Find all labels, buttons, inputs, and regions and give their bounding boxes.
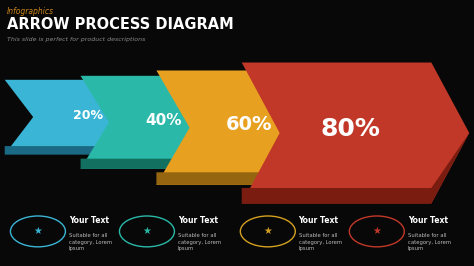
Text: ★: ★ [34, 226, 42, 236]
Text: ★: ★ [143, 226, 151, 236]
Text: 40%: 40% [145, 113, 182, 127]
Text: Your Text: Your Text [69, 216, 109, 225]
Text: This slide is perfect for product descriptions: This slide is perfect for product descri… [7, 37, 146, 42]
Text: Suitable for all
category, Lorem
Ipsum: Suitable for all category, Lorem Ipsum [299, 233, 342, 251]
Text: Your Text: Your Text [299, 216, 338, 225]
Text: ★: ★ [373, 226, 381, 236]
Polygon shape [5, 80, 180, 154]
Polygon shape [81, 122, 256, 169]
Text: Infographics: Infographics [7, 7, 54, 16]
Text: 60%: 60% [226, 115, 272, 134]
Text: Suitable for all
category, Lorem
Ipsum: Suitable for all category, Lorem Ipsum [69, 233, 112, 251]
Polygon shape [242, 133, 469, 203]
Text: 20%: 20% [73, 109, 103, 122]
Polygon shape [242, 63, 469, 203]
Polygon shape [156, 70, 351, 185]
Polygon shape [5, 117, 180, 154]
Text: ★: ★ [264, 226, 272, 236]
Polygon shape [81, 76, 256, 169]
Text: Suitable for all
category, Lorem
Ipsum: Suitable for all category, Lorem Ipsum [408, 233, 451, 251]
Polygon shape [156, 128, 351, 185]
Text: Your Text: Your Text [408, 216, 447, 225]
Text: 80%: 80% [321, 118, 381, 142]
Text: Suitable for all
category, Lorem
Ipsum: Suitable for all category, Lorem Ipsum [178, 233, 221, 251]
Text: Your Text: Your Text [178, 216, 218, 225]
Text: ARROW PROCESS DIAGRAM: ARROW PROCESS DIAGRAM [7, 17, 234, 32]
